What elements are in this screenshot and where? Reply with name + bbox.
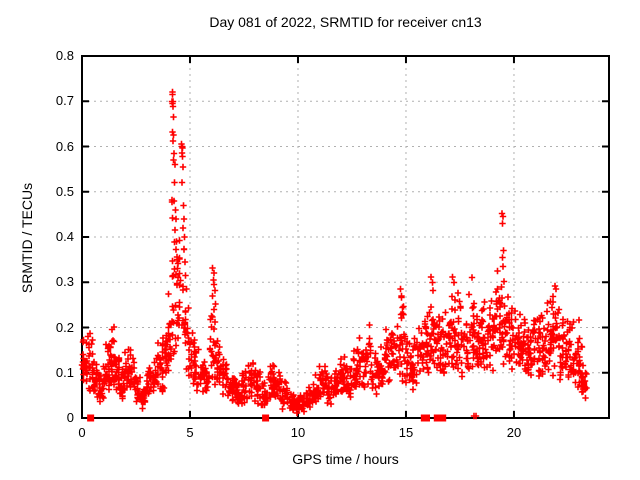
zero-square-marker bbox=[87, 414, 95, 422]
y-tick-label: 0.6 bbox=[55, 138, 74, 154]
x-axis-label: GPS time / hours bbox=[292, 451, 399, 467]
y-tick-label: 0.5 bbox=[55, 183, 74, 199]
y-tick-label: 0.7 bbox=[55, 93, 74, 109]
zero-square-marker bbox=[439, 414, 447, 422]
grid-lines bbox=[82, 56, 609, 418]
x-tick-label: 0 bbox=[78, 425, 86, 440]
x-tick-label: 15 bbox=[398, 425, 414, 440]
y-tick-label: 0 bbox=[66, 410, 74, 425]
y-tick-label: 0.1 bbox=[55, 364, 74, 380]
zero-square-marker bbox=[262, 414, 270, 422]
y-tick-label: 0.8 bbox=[55, 48, 74, 63]
y-tick-label: 0.4 bbox=[55, 229, 74, 244]
scatter-points bbox=[78, 88, 590, 420]
x-tick-label: 10 bbox=[290, 425, 306, 440]
axis-ticks bbox=[81, 55, 609, 419]
y-tick-label: 0.3 bbox=[55, 274, 74, 290]
x-tick-label: 20 bbox=[506, 425, 522, 440]
zero-square-marker bbox=[422, 414, 430, 422]
y-tick-label: 0.2 bbox=[55, 319, 74, 335]
x-tick-label: 5 bbox=[186, 425, 194, 440]
chart-title: Day 081 of 2022, SRMTID for receiver cn1… bbox=[209, 14, 482, 30]
